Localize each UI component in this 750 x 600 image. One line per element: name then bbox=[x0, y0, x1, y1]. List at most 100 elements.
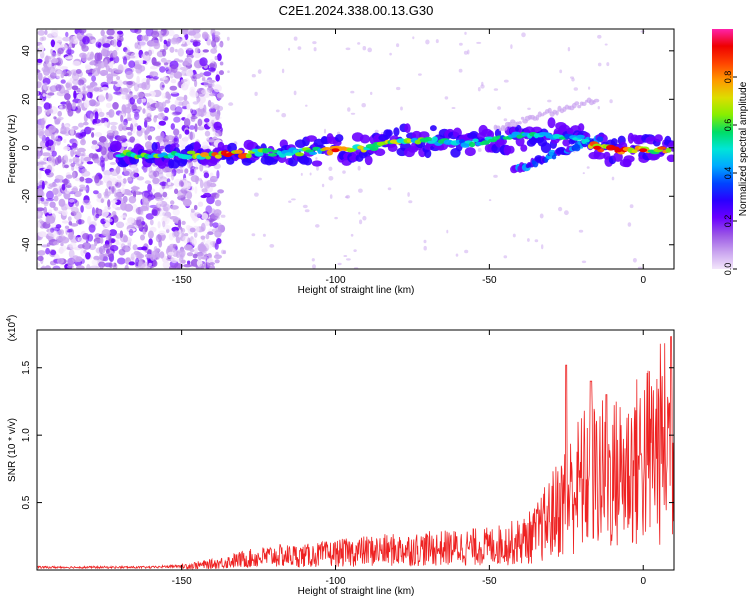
snr-x-ticks: -150 -100 -50 0 bbox=[172, 330, 646, 587]
noise-blob bbox=[172, 243, 178, 249]
noise-blob bbox=[203, 262, 211, 269]
noise-blob bbox=[131, 117, 137, 125]
noise-blob bbox=[139, 210, 144, 216]
noise-blob bbox=[148, 165, 153, 174]
noise-blob bbox=[328, 176, 334, 181]
noise-blob bbox=[41, 265, 46, 269]
noise-blob bbox=[49, 260, 57, 266]
noise-blob bbox=[136, 176, 145, 181]
noise-blob bbox=[158, 145, 166, 150]
noise-blob bbox=[199, 163, 204, 172]
noise-blob bbox=[153, 115, 159, 119]
noise-blob bbox=[106, 36, 114, 40]
ridge-core-blob bbox=[481, 140, 491, 145]
noise-blob bbox=[213, 209, 222, 217]
noise-blob bbox=[503, 79, 509, 83]
noise-blob bbox=[145, 75, 154, 79]
ridge-halo-blob bbox=[387, 143, 398, 152]
noise-blob bbox=[86, 263, 91, 269]
noise-blob bbox=[49, 144, 55, 153]
faint-streak-blob bbox=[588, 99, 595, 106]
ridge-core-blob bbox=[424, 136, 433, 142]
noise-blob bbox=[539, 213, 544, 219]
noise-blob bbox=[46, 190, 54, 200]
noise-blob bbox=[70, 223, 79, 227]
noise-blob bbox=[425, 39, 430, 45]
noise-blob bbox=[202, 49, 209, 53]
noise-blob bbox=[37, 207, 45, 212]
noise-blob bbox=[408, 200, 413, 204]
noise-blob bbox=[176, 168, 182, 174]
noise-blob bbox=[83, 99, 90, 109]
noise-blob bbox=[167, 251, 175, 256]
noise-blob bbox=[145, 128, 149, 136]
noise-blob bbox=[81, 45, 89, 52]
noise-blob bbox=[124, 106, 132, 114]
noise-blob bbox=[82, 121, 89, 126]
noise-blob bbox=[65, 174, 73, 179]
noise-blob bbox=[120, 215, 127, 219]
noise-blob bbox=[188, 172, 193, 176]
noise-blob bbox=[40, 197, 45, 202]
faint-streak-blob bbox=[581, 101, 587, 106]
noise-blob bbox=[201, 31, 209, 39]
noise-blob bbox=[288, 47, 291, 51]
noise-blob bbox=[46, 147, 52, 151]
noise-blob bbox=[217, 53, 222, 62]
noise-blob bbox=[199, 263, 204, 269]
noise-blob bbox=[87, 233, 94, 242]
noise-blob bbox=[181, 259, 186, 264]
noise-blob bbox=[66, 264, 75, 269]
noise-blob bbox=[216, 170, 220, 179]
noise-blob bbox=[121, 142, 129, 147]
noise-blob bbox=[171, 172, 175, 181]
noise-blob bbox=[80, 205, 84, 213]
noise-blob bbox=[49, 201, 56, 208]
noise-blob bbox=[51, 29, 59, 37]
noise-blob bbox=[637, 266, 643, 269]
noise-blob bbox=[293, 90, 297, 96]
noise-blob bbox=[214, 55, 218, 61]
noise-blob bbox=[60, 101, 67, 105]
noise-blob bbox=[193, 204, 198, 211]
noise-blob bbox=[86, 161, 94, 165]
noise-blob bbox=[311, 258, 315, 262]
noise-blob bbox=[37, 124, 43, 129]
noise-blob bbox=[262, 233, 266, 237]
noise-blob bbox=[52, 187, 59, 195]
noise-blob bbox=[45, 198, 54, 202]
ridge-core-blob bbox=[308, 151, 318, 155]
noise-blob bbox=[156, 210, 165, 217]
noise-blob bbox=[107, 253, 113, 258]
noise-blob bbox=[47, 92, 55, 96]
ridge-halo-blob bbox=[311, 160, 323, 167]
noise-blob bbox=[174, 263, 183, 269]
noise-blob bbox=[104, 59, 108, 68]
noise-blob bbox=[129, 136, 136, 143]
noise-blob bbox=[215, 251, 219, 257]
noise-blob bbox=[159, 66, 166, 73]
noise-blob bbox=[541, 244, 544, 250]
noise-blob bbox=[174, 188, 179, 195]
noise-blob bbox=[157, 200, 162, 205]
noise-blob bbox=[128, 228, 134, 237]
noise-blob bbox=[93, 85, 101, 94]
noise-blob bbox=[464, 31, 467, 35]
noise-blob bbox=[59, 229, 64, 236]
noise-blob bbox=[122, 56, 128, 65]
noise-blob bbox=[182, 198, 192, 207]
noise-blob bbox=[109, 229, 117, 237]
noise-blob bbox=[361, 103, 367, 108]
noise-blob bbox=[77, 93, 83, 100]
noise-blob bbox=[69, 35, 74, 45]
noise-blob bbox=[510, 44, 513, 49]
noise-blob bbox=[178, 133, 182, 139]
noise-blob bbox=[70, 127, 75, 137]
noise-blob bbox=[205, 233, 210, 240]
noise-blob bbox=[191, 238, 197, 246]
noise-blob bbox=[124, 203, 134, 212]
noise-blob bbox=[107, 151, 115, 160]
noise-blob bbox=[117, 257, 126, 265]
noise-blob bbox=[157, 221, 161, 229]
ridge-core-blob bbox=[186, 150, 196, 155]
